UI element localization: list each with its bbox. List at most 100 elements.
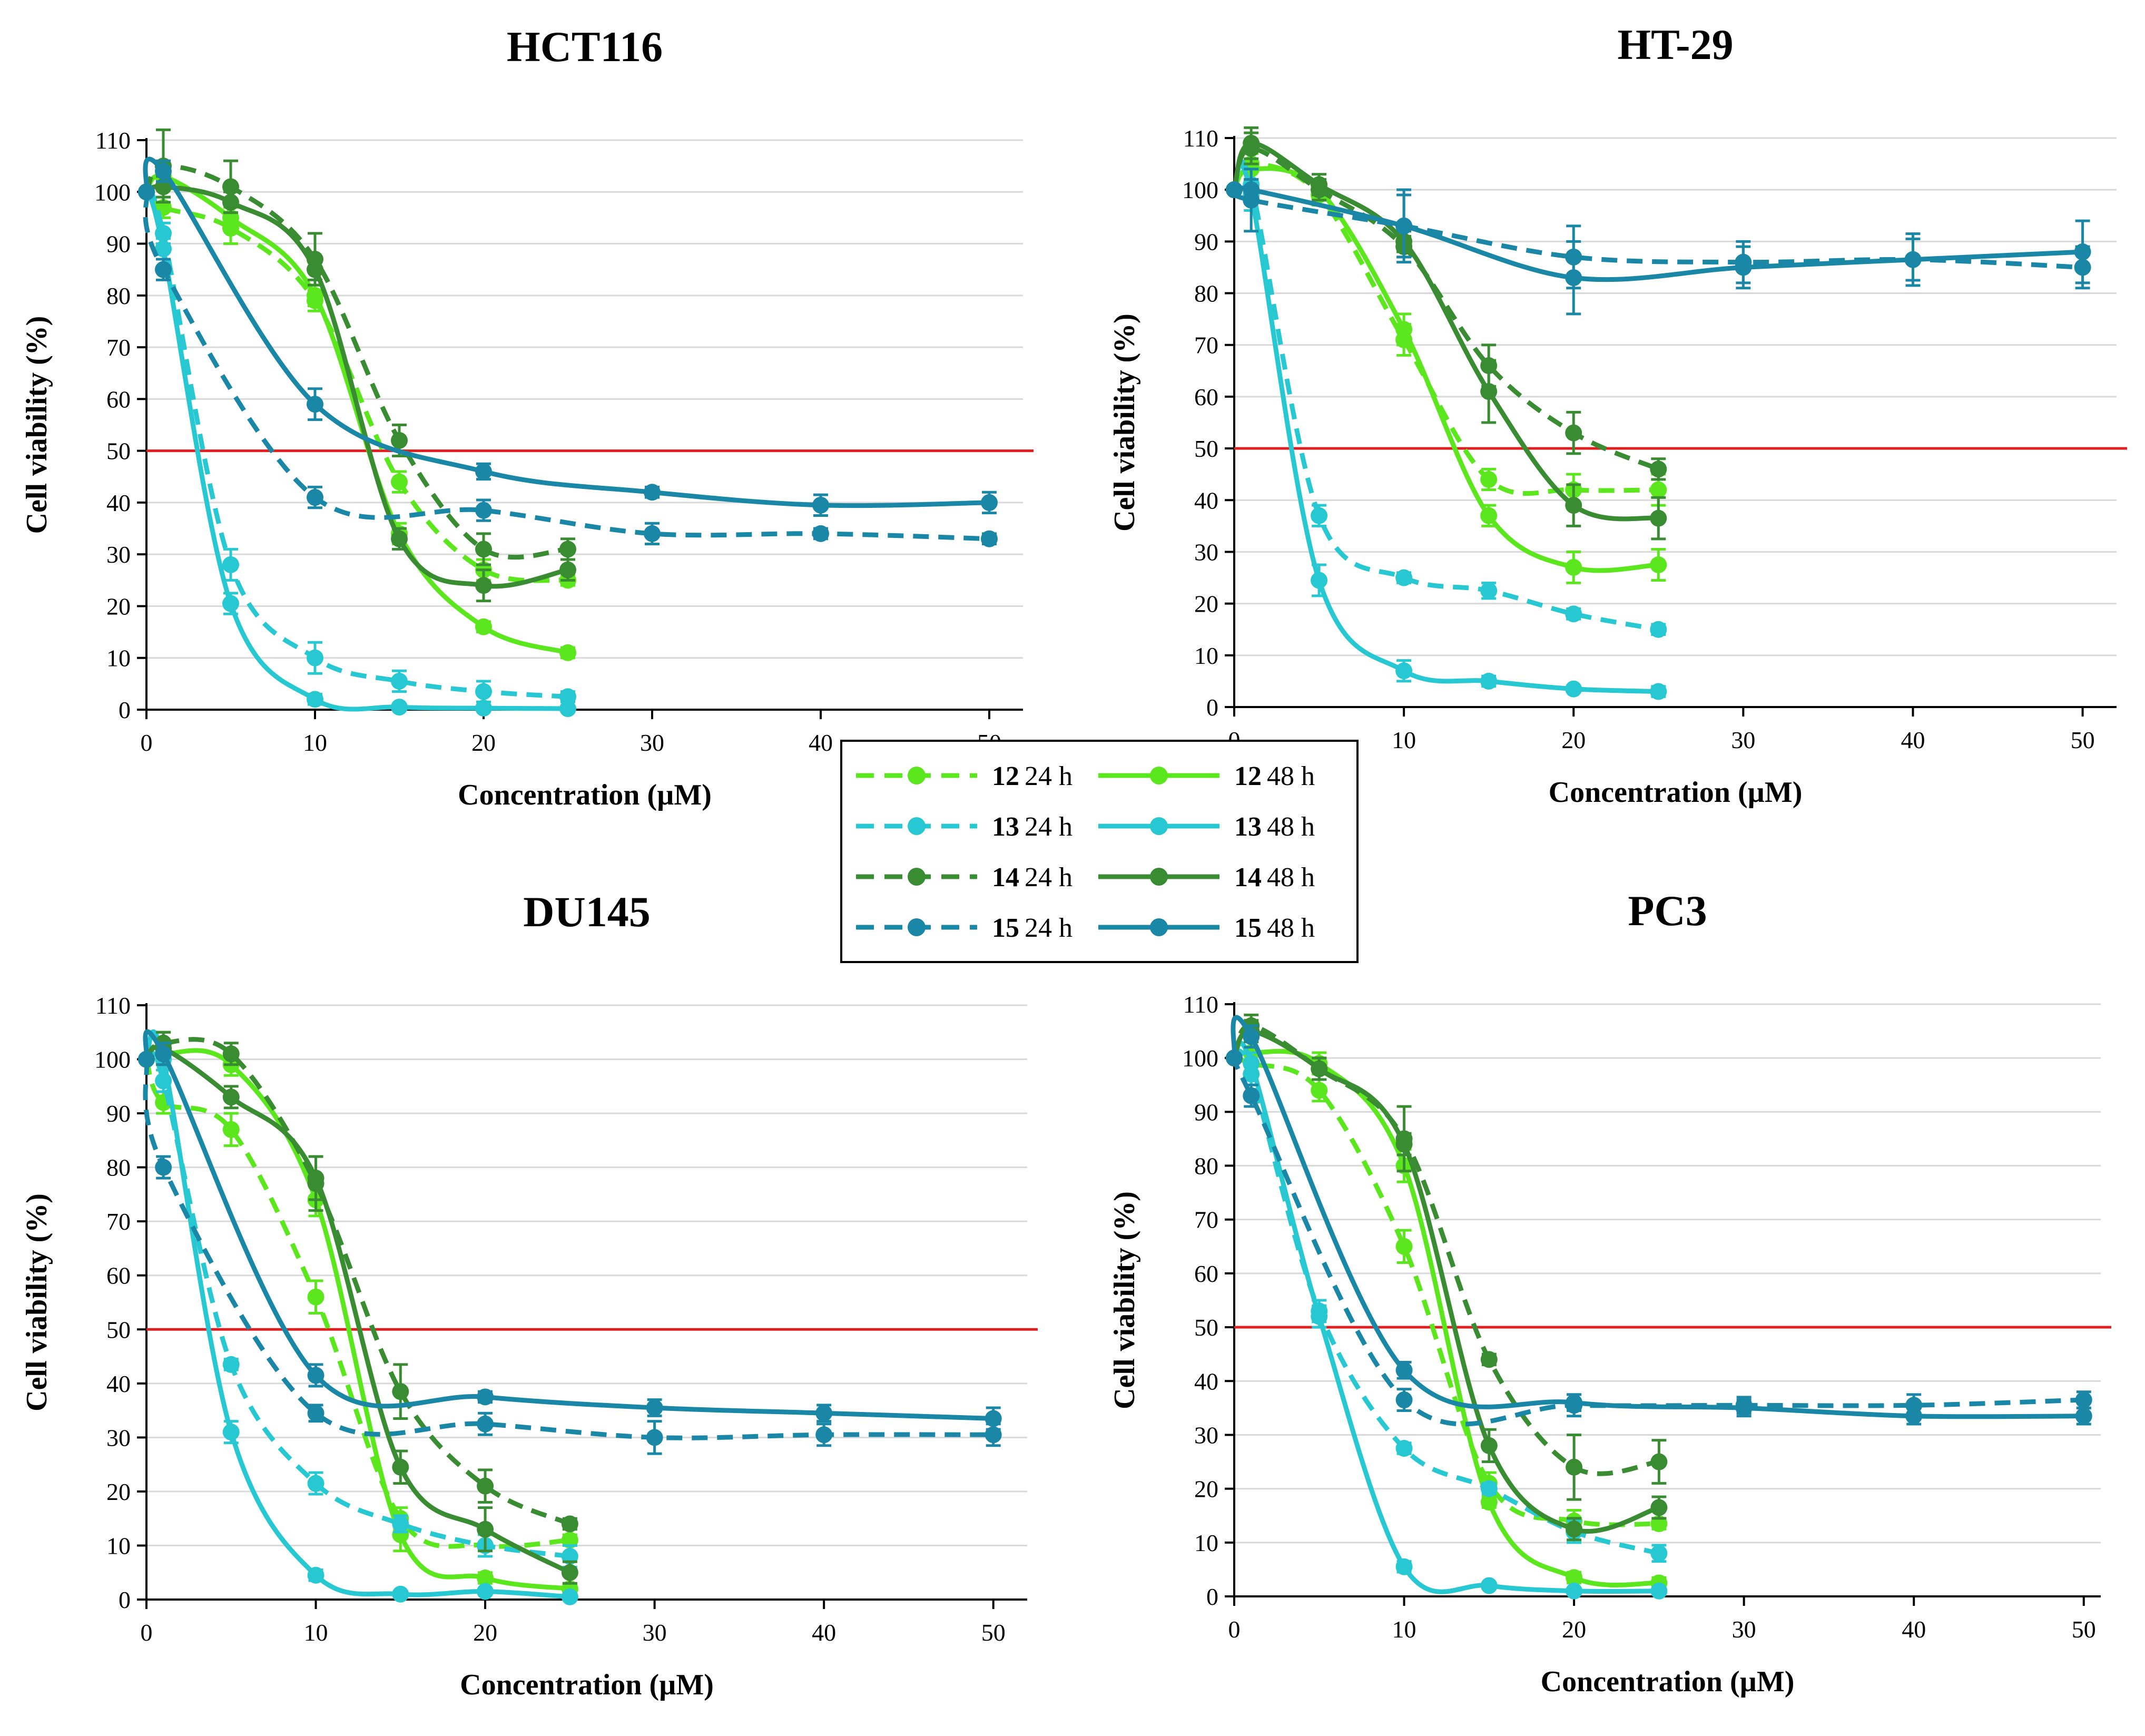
data-point — [2075, 1407, 2092, 1425]
legend-entry: 13 48 h — [1098, 812, 1315, 842]
y-tick-label: 80 — [106, 282, 131, 309]
data-point — [559, 700, 576, 718]
series-line — [1231, 1015, 2084, 1419]
chart-title: HT-29 — [1617, 21, 1733, 68]
data-point — [559, 561, 576, 578]
y-tick-label: 10 — [1194, 642, 1218, 669]
data-point — [307, 649, 323, 666]
legend-compound: 12 — [1234, 761, 1262, 791]
y-axis-label: Cell viability (%) — [21, 1193, 53, 1411]
data-point — [1243, 1028, 1260, 1045]
series-15-24-h — [138, 183, 998, 547]
series-15-48-h — [1226, 178, 2091, 316]
data-point — [1395, 321, 1413, 338]
data-point — [981, 494, 998, 511]
plots: 010203040506070809010011001020304050HCT1… — [21, 21, 2127, 1701]
data-point — [559, 644, 576, 661]
data-point — [222, 1424, 240, 1441]
y-tick-label: 90 — [1194, 1099, 1218, 1125]
legend-label: 14 48 h — [1234, 862, 1315, 892]
series-line — [1232, 1028, 1660, 1534]
data-point — [1566, 1569, 1583, 1586]
data-point — [307, 1288, 324, 1306]
data-point — [222, 193, 239, 211]
series-13-24-h — [1226, 159, 1667, 638]
y-tick-label: 100 — [1182, 1045, 1218, 1072]
data-point — [1565, 497, 1582, 514]
y-tick-label: 110 — [95, 127, 131, 154]
y-tick-label: 30 — [106, 1424, 131, 1451]
series-line — [1233, 1048, 1659, 1587]
data-point — [1243, 134, 1260, 152]
data-point — [812, 525, 829, 542]
data-point — [307, 1170, 324, 1187]
legend-entry: 14 48 h — [1098, 862, 1315, 892]
legend: 12 24 h 12 48 h13 24 h 13 48 h14 24 h 14 48 h15 24… — [840, 740, 1359, 963]
data-point — [1565, 680, 1582, 698]
x-tick-label: 10 — [1392, 727, 1416, 753]
data-point — [985, 1410, 1002, 1427]
x-tick-label: 50 — [2072, 1616, 2096, 1643]
y-tick-label: 60 — [106, 386, 131, 413]
data-point — [392, 1383, 409, 1400]
series-15-48-h — [138, 1029, 1002, 1431]
y-tick-label: 70 — [106, 1208, 131, 1235]
data-point — [1480, 1437, 1498, 1454]
chart-title: PC3 — [1628, 887, 1707, 935]
data-point — [1650, 1499, 1668, 1516]
data-point — [477, 1477, 494, 1495]
y-tick-label: 30 — [1194, 1421, 1218, 1448]
series-15-24-h — [1226, 1050, 2092, 1427]
legend-label: 15 48 h — [1234, 913, 1315, 943]
data-point — [1566, 1394, 1583, 1411]
data-point — [2074, 243, 2091, 260]
y-tick-label: 70 — [1194, 332, 1218, 359]
series-15-48-h — [1226, 1015, 2092, 1426]
data-point — [1650, 556, 1667, 573]
chart-title: HCT116 — [507, 23, 663, 71]
data-point — [1311, 1082, 1328, 1099]
data-point — [1650, 683, 1667, 700]
data-point — [307, 1367, 324, 1384]
data-point — [2075, 1391, 2092, 1409]
data-point — [561, 1564, 578, 1581]
data-point — [475, 577, 492, 594]
data-point — [561, 1588, 578, 1605]
x-tick-label: 50 — [2071, 727, 2095, 753]
y-tick-label: 100 — [1182, 176, 1218, 203]
legend-label: 12 24 h — [992, 761, 1072, 791]
data-point — [222, 1088, 240, 1106]
series-14-24-h — [1226, 1013, 1668, 1501]
data-point — [1565, 424, 1582, 442]
data-point — [1735, 1399, 1753, 1417]
panel-du145: 0 10 20 30 40 50 60 70 80 90 100 110 0 10 20 30 40 50 DU14… — [21, 888, 1038, 1701]
x-tick-label: 30 — [1731, 727, 1755, 753]
data-point — [1395, 662, 1413, 680]
data-point — [1650, 460, 1667, 478]
series-13-24-h — [138, 183, 576, 705]
data-point — [1566, 1521, 1583, 1538]
legend-swatch-marker — [908, 767, 926, 784]
data-point — [812, 496, 829, 514]
x-tick-label: 0 — [141, 1619, 153, 1646]
data-point — [477, 1521, 494, 1538]
data-point — [1565, 558, 1582, 576]
series-line — [1232, 161, 1659, 496]
data-point — [477, 1569, 494, 1586]
data-point — [392, 1458, 409, 1476]
data-point — [1226, 1050, 1243, 1067]
legend-swatch-marker — [908, 817, 926, 835]
x-tick-label: 0 — [1228, 1616, 1241, 1643]
y-tick-label: 40 — [106, 1370, 131, 1397]
data-point — [307, 489, 323, 506]
chart-title: DU145 — [523, 888, 650, 936]
x-tick-label: 40 — [812, 1619, 836, 1646]
data-point — [1480, 507, 1498, 524]
data-point — [475, 541, 492, 558]
data-point — [155, 1045, 172, 1063]
legend-entry: 13 24 h — [856, 812, 1072, 842]
y-tick-label: 80 — [1194, 280, 1218, 307]
legend-compound: 14 — [1234, 862, 1262, 892]
data-point — [1480, 582, 1498, 600]
data-point — [559, 541, 576, 558]
